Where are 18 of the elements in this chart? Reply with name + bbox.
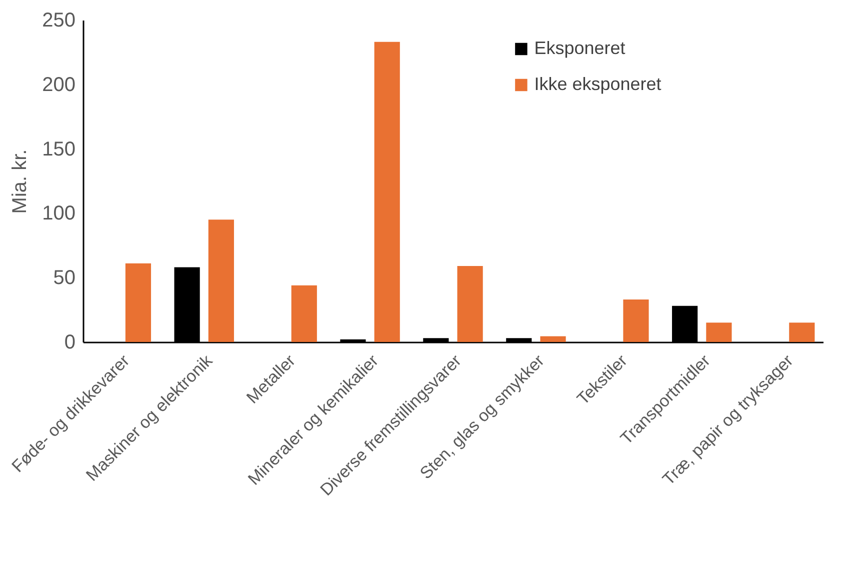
y-axis-title: Mia. kr. xyxy=(9,149,32,214)
bar xyxy=(208,220,234,342)
y-tick-label: 250 xyxy=(42,10,76,32)
bar xyxy=(789,322,815,342)
bar xyxy=(374,42,400,342)
y-tick-label: 100 xyxy=(42,202,76,225)
y-tick-label: 200 xyxy=(42,74,76,96)
bar xyxy=(623,299,649,342)
bar xyxy=(706,322,732,342)
y-tick-label: 150 xyxy=(42,138,76,160)
legend-label: Ikke eksponeret xyxy=(534,74,662,94)
bar xyxy=(540,336,566,342)
bar xyxy=(291,285,317,342)
y-tick-label: 50 xyxy=(53,267,76,290)
bar xyxy=(125,263,152,342)
legend-label: Eksponeret xyxy=(534,38,626,58)
y-tick-label: 0 xyxy=(64,332,76,354)
bar xyxy=(457,266,483,342)
